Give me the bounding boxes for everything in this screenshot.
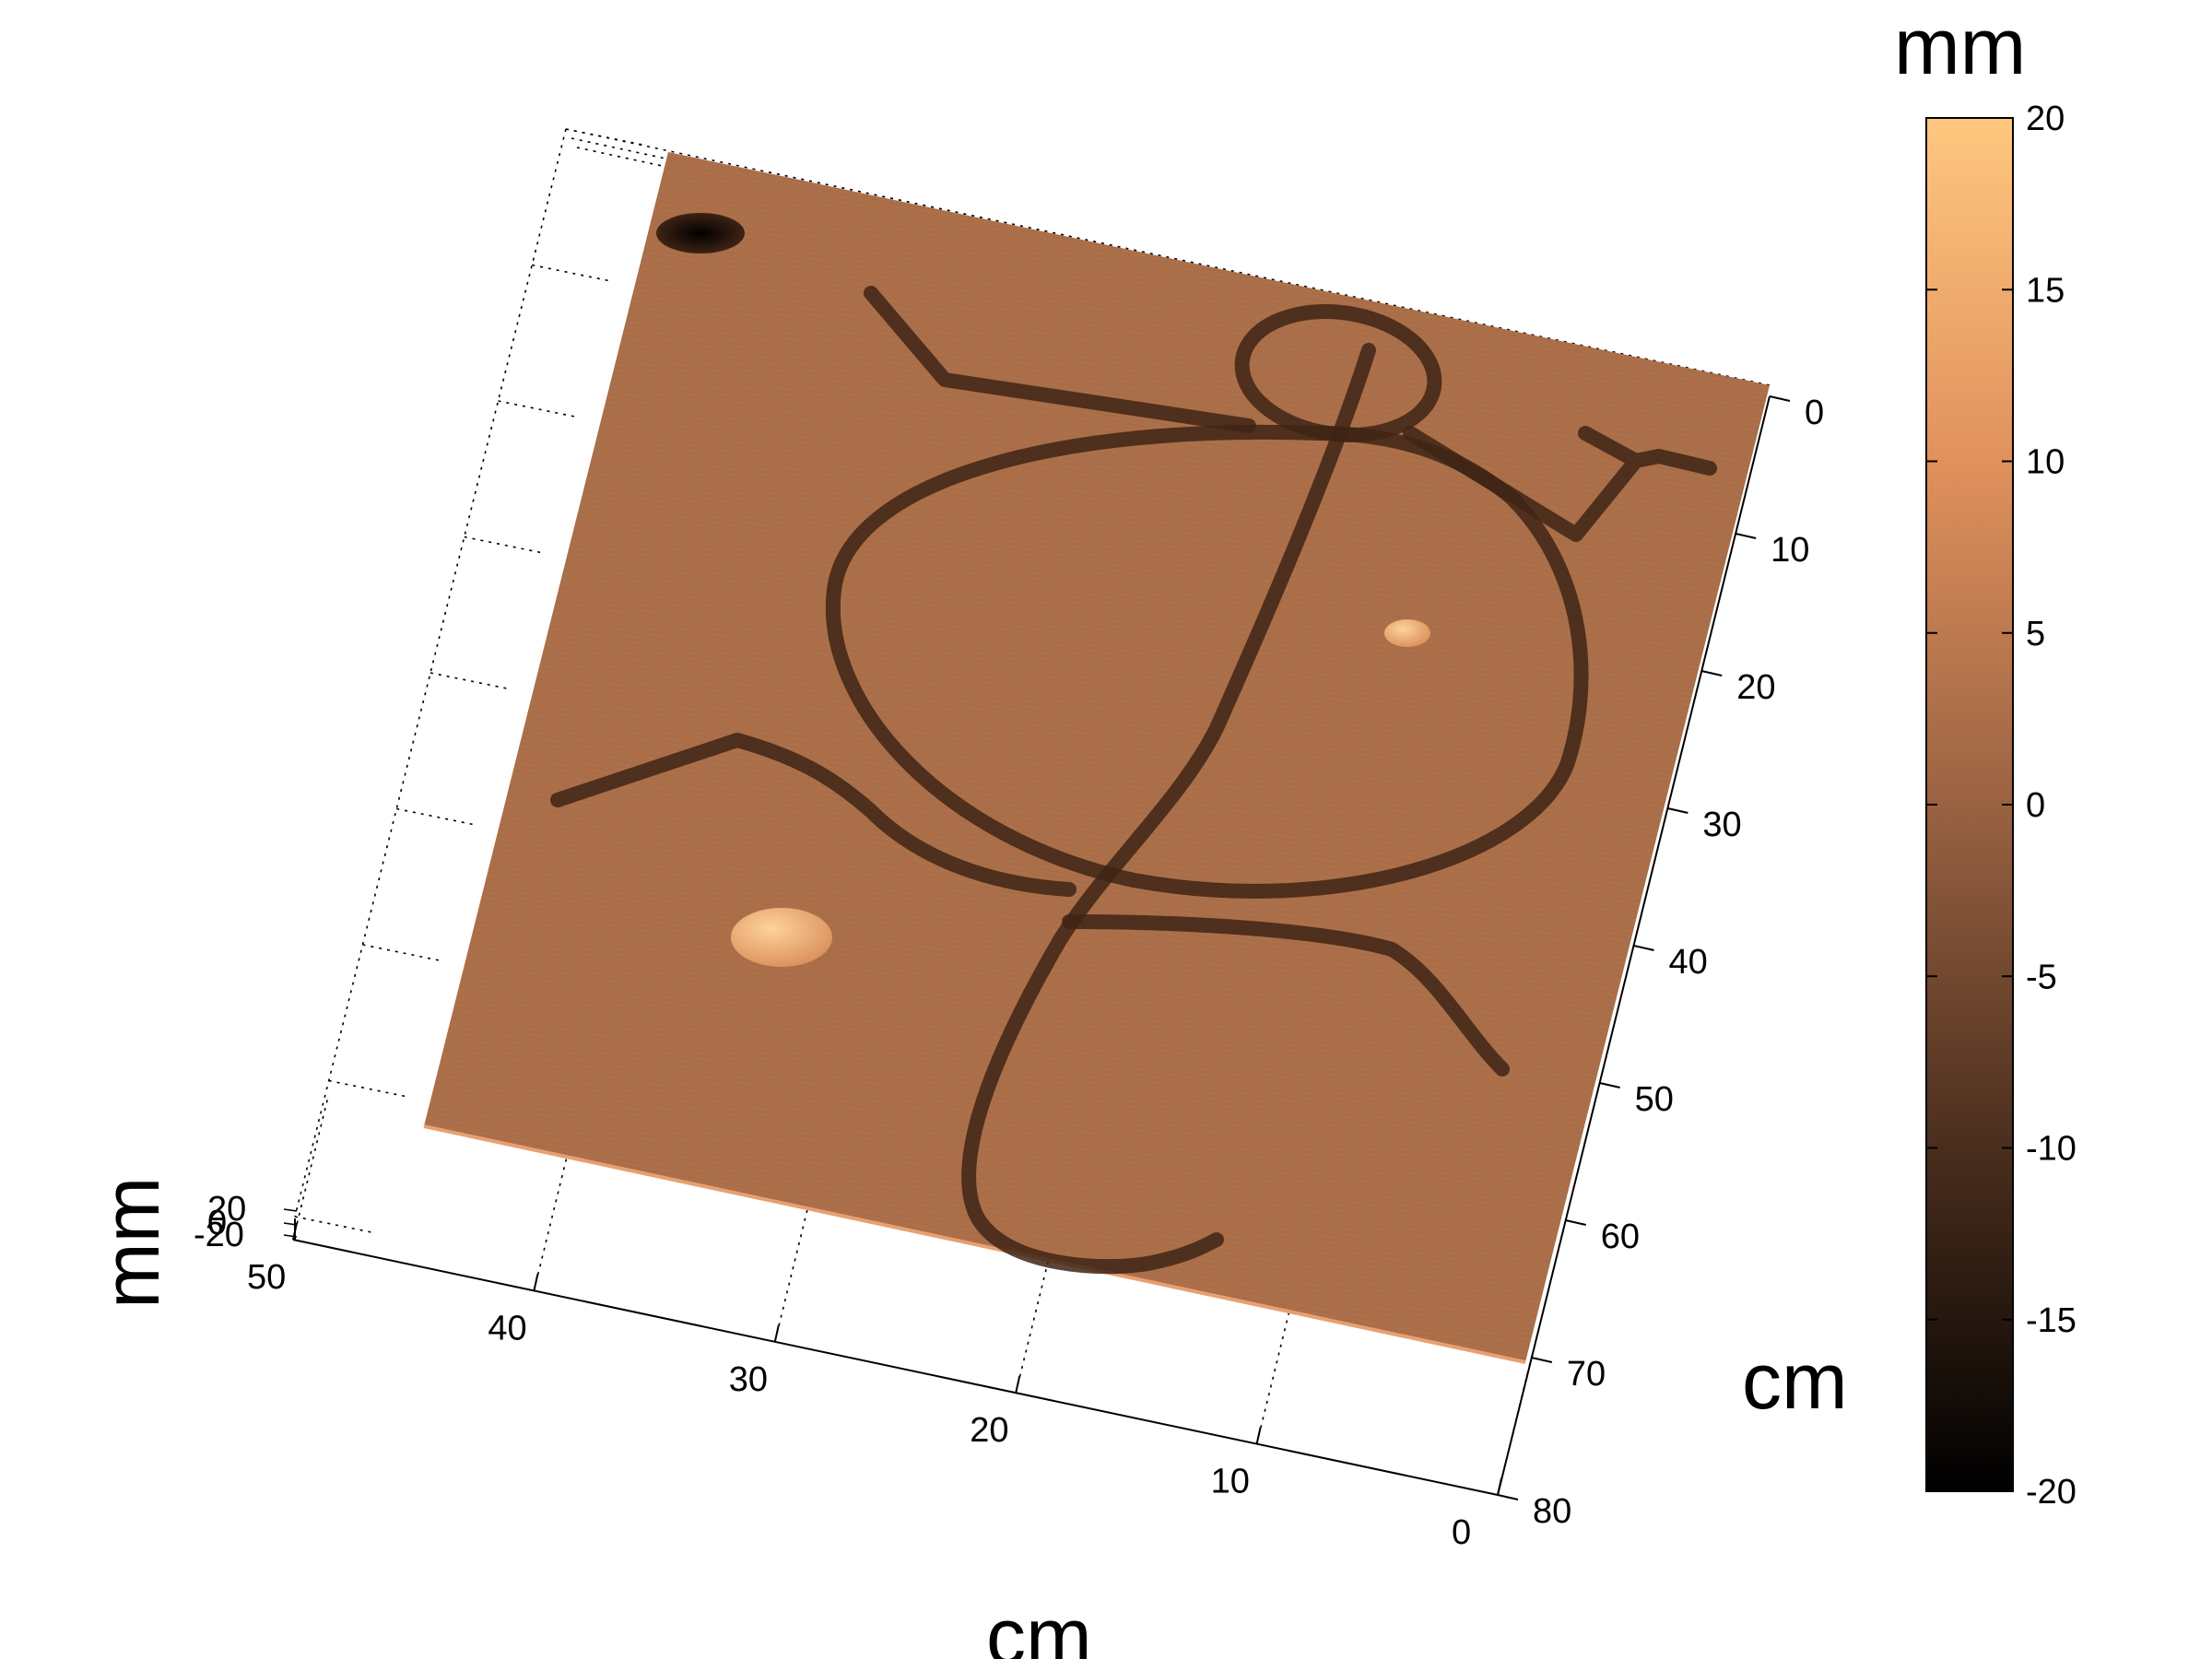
engraving-spine — [961, 343, 1376, 1275]
colorbar-ticks: 20 15 10 5 0 -5 -10 -15 -20 — [1926, 100, 2077, 1512]
y-tick-label: 60 — [1601, 1218, 1640, 1256]
wall-gridline — [362, 944, 444, 962]
y-tick — [1531, 1357, 1553, 1363]
z-tick-label: 20 — [207, 1190, 246, 1229]
engraving-left-leg — [550, 733, 1077, 897]
engraved-figure — [550, 286, 1717, 1275]
x-ticks: 0 10 20 30 40 50 — [247, 1222, 1502, 1552]
floor-gridline — [292, 1096, 329, 1241]
wall-gridline — [396, 807, 478, 827]
colorbar-tick-label: 0 — [2026, 786, 2045, 825]
wall-gridline — [328, 1079, 410, 1099]
y-tick-label: 20 — [1736, 668, 1775, 707]
wall-gridline — [565, 128, 648, 147]
x-tick-label: 20 — [970, 1411, 1008, 1450]
floor-gridline — [533, 1147, 571, 1291]
z-axis: 200-20 mm — [88, 1177, 298, 1309]
raised-bump-small — [1384, 619, 1430, 647]
y-tick — [1735, 533, 1757, 539]
floor-gridline — [1015, 1250, 1052, 1394]
wall-grid — [294, 128, 648, 1234]
x-tick — [1015, 1375, 1021, 1394]
colorbar-tick-label: -10 — [2026, 1130, 2077, 1169]
y-tick-label: 40 — [1669, 943, 1708, 982]
y-axis: 0 10 20 30 40 50 60 70 80 cm — [1497, 394, 1848, 1531]
y-tick-label: 70 — [1567, 1355, 1606, 1394]
z-axis-label: mm — [88, 1177, 176, 1309]
wall-gridline — [294, 1216, 377, 1234]
y-tick — [1633, 945, 1654, 951]
y-tick — [1701, 670, 1723, 677]
y-tick-label: 10 — [1771, 531, 1809, 570]
y-ticks: 0 10 20 30 40 50 60 70 80 — [1497, 394, 1824, 1531]
y-tick — [1667, 807, 1688, 814]
z-tick-label: 0 — [207, 1204, 227, 1242]
x-tick — [773, 1324, 780, 1343]
x-tick-label: 40 — [488, 1309, 526, 1347]
y-tick-label: 30 — [1702, 806, 1741, 844]
z-tick-label: -20 — [194, 1216, 244, 1254]
colorbar-tick-label: 20 — [2026, 100, 2065, 138]
floor-gridline — [774, 1198, 811, 1342]
y-tick — [1565, 1219, 1586, 1226]
surface-pit — [656, 213, 745, 253]
wall-gridline — [532, 264, 614, 283]
z-ticks: 200-20 — [194, 1190, 298, 1254]
colorbar-label: mm — [1894, 3, 2026, 91]
x-tick-label: 50 — [247, 1258, 286, 1297]
colorbar-tick-label: 10 — [2026, 443, 2065, 482]
x-tick-label: 30 — [729, 1360, 768, 1399]
z-tick — [283, 1222, 298, 1226]
wall-gridline — [464, 535, 546, 555]
colorbar-gradient — [1925, 117, 2014, 1492]
y-tick-label: 50 — [1635, 1080, 1674, 1119]
y-tick — [1599, 1082, 1620, 1088]
wall-gridline — [498, 400, 580, 418]
x-tick-label: 0 — [1452, 1513, 1471, 1552]
y-tick — [1769, 395, 1791, 402]
y-tick — [1497, 1494, 1519, 1500]
floor-gridline — [1255, 1300, 1293, 1444]
engraving-right-leg — [1062, 914, 1510, 1077]
surface-front-edge — [423, 1124, 1526, 1364]
colorbar-tick-label: -20 — [2026, 1473, 2077, 1512]
y-axis-label: cm — [1742, 1337, 1848, 1426]
z-tick — [283, 1234, 298, 1238]
x-axis-line — [292, 1239, 1499, 1496]
colorbar-tick-label: 15 — [2026, 271, 2065, 310]
box-edge-top — [565, 128, 1771, 386]
x-tick — [1255, 1427, 1262, 1444]
wall-gridline — [429, 672, 512, 690]
y-tick-label: 0 — [1805, 394, 1824, 432]
colorbar: mm 20 15 10 5 0 -5 -10 -15 -20 — [1894, 3, 2077, 1512]
x-axis-label: cm — [986, 1593, 1092, 1659]
x-tick — [533, 1274, 539, 1291]
x-tick-label: 10 — [1211, 1463, 1250, 1501]
raised-bump-large — [731, 908, 832, 967]
colorbar-tick-label: -15 — [2026, 1301, 2077, 1340]
engraving-body — [825, 424, 1589, 899]
colorbar-tick-label: 5 — [2026, 615, 2045, 653]
colorbar-tick-label: -5 — [2026, 958, 2057, 996]
engraving-left-arm — [864, 286, 1256, 433]
x-axis: 0 10 20 30 40 50 cm — [247, 1222, 1502, 1659]
surface — [423, 152, 1770, 1364]
y-tick-label: 80 — [1533, 1492, 1571, 1531]
z-tick — [283, 1208, 298, 1212]
